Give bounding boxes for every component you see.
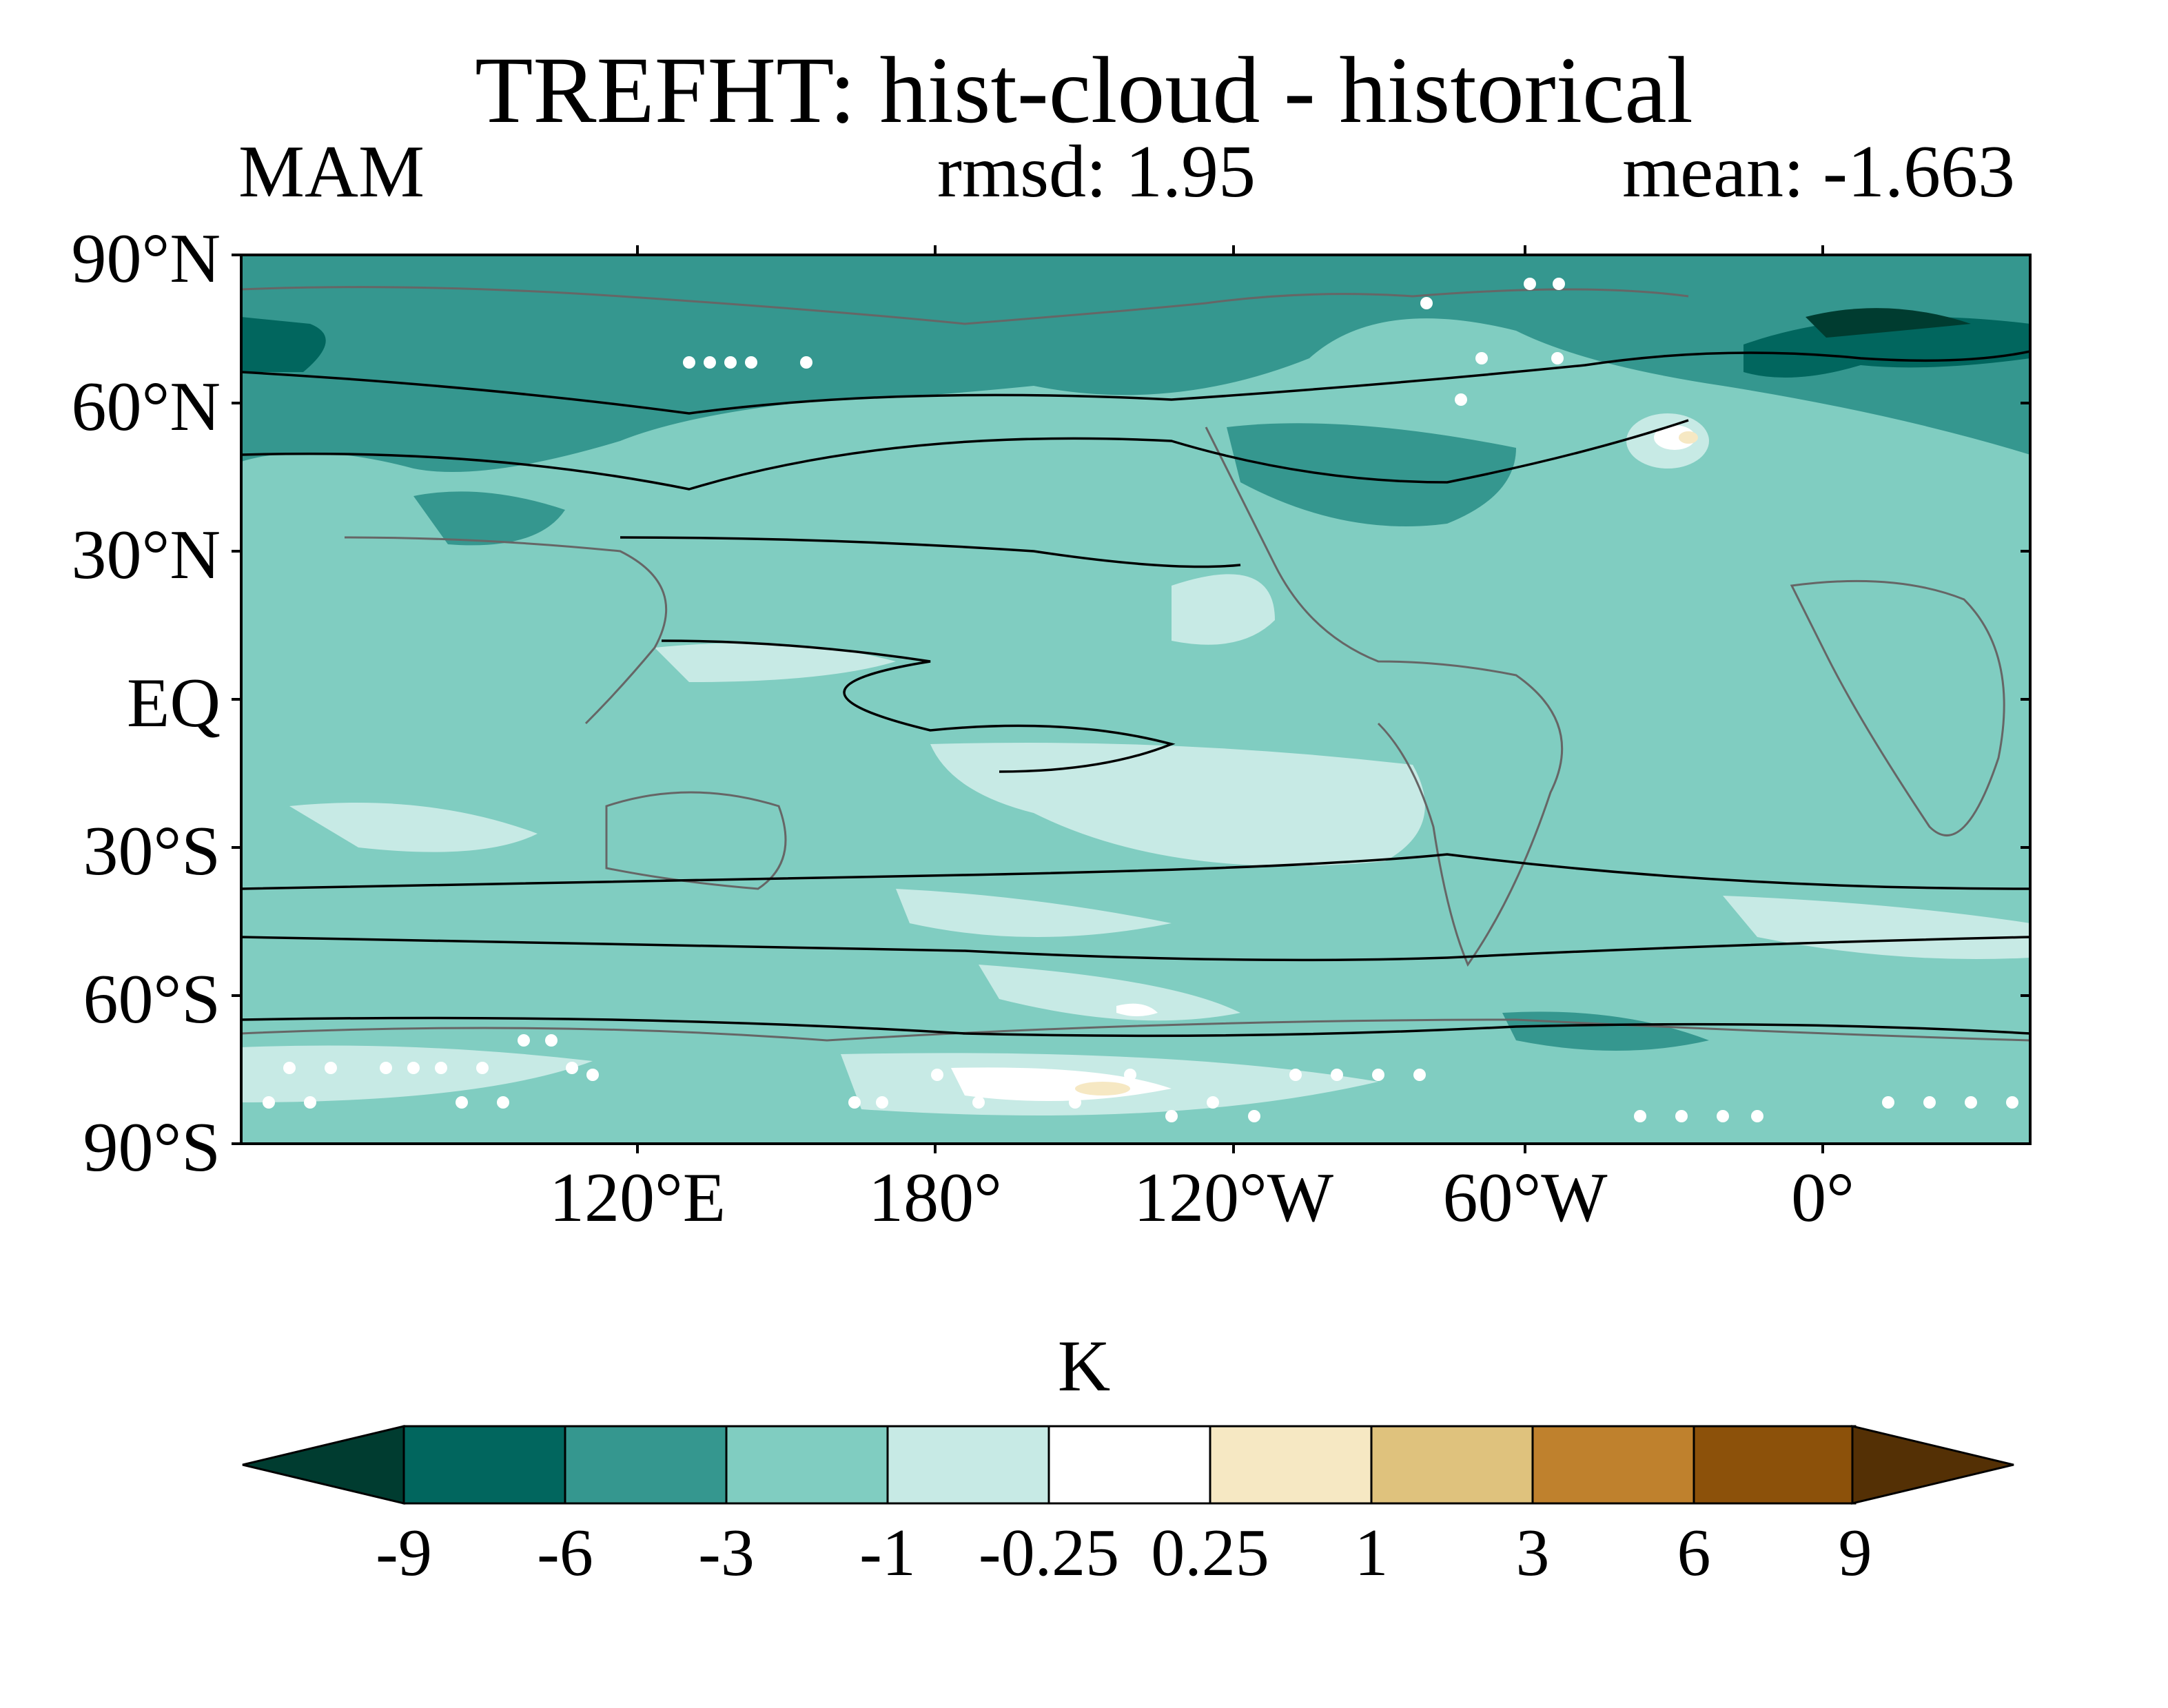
colorbar-box [1693,1425,1857,1505]
antarctic-warming [1075,1082,1130,1095]
colorbar-box [1370,1425,1534,1505]
antarctic-weak-band-west [241,1045,593,1102]
colorbar-label: 3 [1515,1516,1550,1590]
mean-label: mean: -1.663 [1622,131,2015,213]
lon-label-180: 180° [868,1159,1002,1237]
climatology-contours [241,350,2030,1038]
colorbar-label: 9 [1838,1516,1872,1590]
arctic-extreme-cooling [1806,308,1971,338]
west-pacific-weak-band [655,643,896,682]
amundsen-near-zero [1116,1003,1158,1016]
lat-label-eq: EQ [127,664,221,742]
southern-midlat-weak-band [896,889,1172,937]
colorbar-box [1531,1425,1695,1505]
central-asia-cooling [413,491,565,546]
labrador-near-zero [1654,425,1695,450]
lon-label-120w: 120°W [1133,1159,1334,1237]
colorbar-unit: K [1057,1326,1111,1406]
siberia-strong-cooling [241,317,326,372]
colorbar-box [886,1425,1050,1505]
arctic-cooling-region [241,255,2030,472]
lat-label-60n: 60°N [71,368,221,446]
coastlines [241,286,2030,1042]
significance-stipples [263,278,2018,1122]
colorbar-label: 1 [1354,1516,1389,1590]
south-pacific-weak-band [930,743,1425,866]
axis-ticks [232,245,2030,1153]
colorbar-left-extension [242,1425,405,1505]
season-label: MAM [238,131,425,213]
lat-label-30s: 30°S [83,812,221,890]
lat-label-60s: 60°S [83,960,221,1038]
colorbar-right-extension [1851,1425,2014,1505]
lon-label-60w: 60°W [1442,1159,1608,1237]
north-america-cooling [1227,423,1516,526]
colorbar-label: -0.25 [978,1516,1120,1590]
colorbar-box [725,1425,889,1505]
colorbar-box [402,1425,566,1505]
colorbar-box [564,1425,728,1505]
colorbar-label: -6 [537,1516,593,1590]
lat-label-90n: 90°N [71,220,221,298]
colorbar-boxes [402,1425,1857,1505]
lon-label-0: 0° [1791,1159,1854,1237]
map-field [241,255,2030,1144]
figure-title: TREFHT: hist-cloud - historical [475,37,1693,143]
colorbar-box [1209,1425,1373,1505]
lon-label-120e: 120°E [549,1159,726,1237]
north-atlantic-strong-cooling [1743,317,2030,378]
colorbar-label: -3 [698,1516,755,1590]
colorbar-label: 0.25 [1151,1516,1269,1590]
colorbar [242,1425,2014,1505]
colorbar-label: 6 [1677,1516,1711,1590]
colorbar-label: -9 [376,1516,432,1590]
lat-label-90s: 90°S [83,1109,221,1186]
southern-ocean-weak-band [979,965,1240,1021]
labrador-warming [1679,431,1698,444]
lat-label-30n: 30°N [71,516,221,594]
east-pacific-weak-band [1172,574,1275,645]
colorbar-label: -1 [859,1516,916,1590]
indian-ocean-weak-band [289,803,538,852]
colorbar-box [1047,1425,1211,1505]
rmsd-label: rmsd: 1.95 [937,131,1256,213]
